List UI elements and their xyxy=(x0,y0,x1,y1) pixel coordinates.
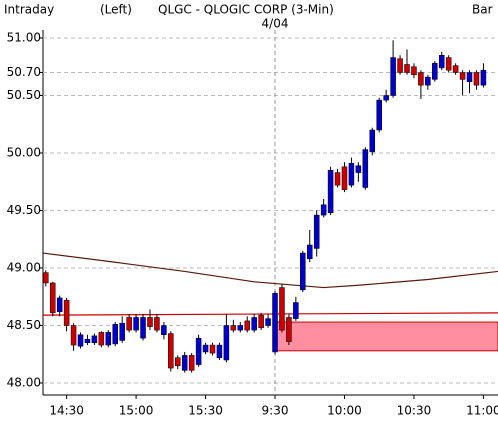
candle-body xyxy=(383,95,389,101)
candle-body xyxy=(418,72,424,86)
candle-body xyxy=(223,325,230,361)
candle-body xyxy=(188,355,195,371)
zone xyxy=(274,321,498,352)
candle-body xyxy=(209,344,216,354)
candle-body xyxy=(320,204,327,216)
y-tick-label: 50.00 xyxy=(7,146,41,160)
candle-body xyxy=(348,163,355,186)
candle-body xyxy=(56,297,63,312)
candle-body xyxy=(119,322,125,341)
date-label: 4/04 xyxy=(262,17,289,31)
candle-body xyxy=(140,317,146,339)
candle-body xyxy=(459,72,466,80)
y-tick-label: 50.70 xyxy=(7,65,41,79)
y-tick-label: 51.00 xyxy=(7,31,41,45)
candle-body xyxy=(272,293,278,353)
candle-body xyxy=(237,325,244,331)
candle-body xyxy=(300,252,306,291)
chart-title: QLGC - QLOGIC CORP (3-Min) xyxy=(158,3,334,17)
candle-body xyxy=(438,55,445,69)
y-tick-label: 50.50 xyxy=(7,88,41,102)
candle-body xyxy=(63,299,70,326)
y-tick-label: 49.00 xyxy=(7,261,41,275)
candle-body xyxy=(133,317,139,331)
candle-body xyxy=(77,334,84,347)
y-tick-label: 49.50 xyxy=(7,203,41,217)
candle-body xyxy=(168,333,174,369)
y-tick-label: 48.50 xyxy=(7,318,41,332)
candle-body xyxy=(258,314,264,329)
candle-body xyxy=(313,214,320,249)
candle-body xyxy=(84,339,91,343)
candle-body xyxy=(147,317,153,327)
candle-body xyxy=(473,72,480,86)
header-left: Intraday xyxy=(4,3,54,17)
x-tick-label: 10:00 xyxy=(327,404,362,418)
candle-body xyxy=(91,335,98,344)
candle-body xyxy=(154,317,160,331)
candle-body xyxy=(480,69,487,86)
overlay-line xyxy=(42,312,498,316)
candle-body xyxy=(293,302,299,319)
x-tick-label: 9:30 xyxy=(262,404,289,418)
candle-body xyxy=(49,282,56,314)
candle-body xyxy=(216,344,223,358)
overlay-line xyxy=(42,252,498,289)
candle-body xyxy=(279,287,285,331)
candle-body xyxy=(195,337,202,365)
candle-body xyxy=(230,325,237,331)
candle-body xyxy=(70,325,77,346)
candle-body xyxy=(404,64,410,73)
y-tick-label: 48.00 xyxy=(7,376,41,390)
candle-body xyxy=(466,72,473,82)
header-side: (Left) xyxy=(100,3,132,17)
candle-body xyxy=(43,272,49,284)
candle-body xyxy=(251,317,257,331)
candle-body xyxy=(411,66,417,76)
candle-body xyxy=(181,355,188,371)
candle-body xyxy=(306,244,313,260)
candle-body xyxy=(161,325,167,335)
candle-body xyxy=(355,165,362,173)
candle-body xyxy=(105,332,112,346)
candle-body xyxy=(327,170,334,214)
candle-body xyxy=(432,63,438,80)
x-tick-label: 11:00 xyxy=(466,404,498,418)
candle-body xyxy=(244,320,250,331)
candle-body xyxy=(425,76,431,86)
candle-body xyxy=(369,129,376,153)
candle-body xyxy=(452,65,459,73)
candle-body xyxy=(175,357,181,367)
candle-body xyxy=(202,344,209,353)
candle-body xyxy=(265,318,271,326)
candle-body xyxy=(98,332,105,346)
candle-body xyxy=(390,57,396,96)
candle-body xyxy=(286,317,292,342)
candle-body xyxy=(112,324,118,345)
candle-body xyxy=(362,149,369,188)
x-tick-label: 14:30 xyxy=(49,404,84,418)
candle-body xyxy=(397,58,403,73)
candle-body xyxy=(334,172,341,186)
header-right: Bar xyxy=(472,3,493,17)
candle-body xyxy=(445,57,452,71)
x-tick-label: 15:00 xyxy=(119,404,154,418)
x-tick-label: 15:30 xyxy=(188,404,223,418)
candle-body xyxy=(341,166,348,191)
candle-body xyxy=(376,99,382,131)
candle-body xyxy=(126,317,132,331)
x-tick-label: 10:30 xyxy=(397,404,432,418)
